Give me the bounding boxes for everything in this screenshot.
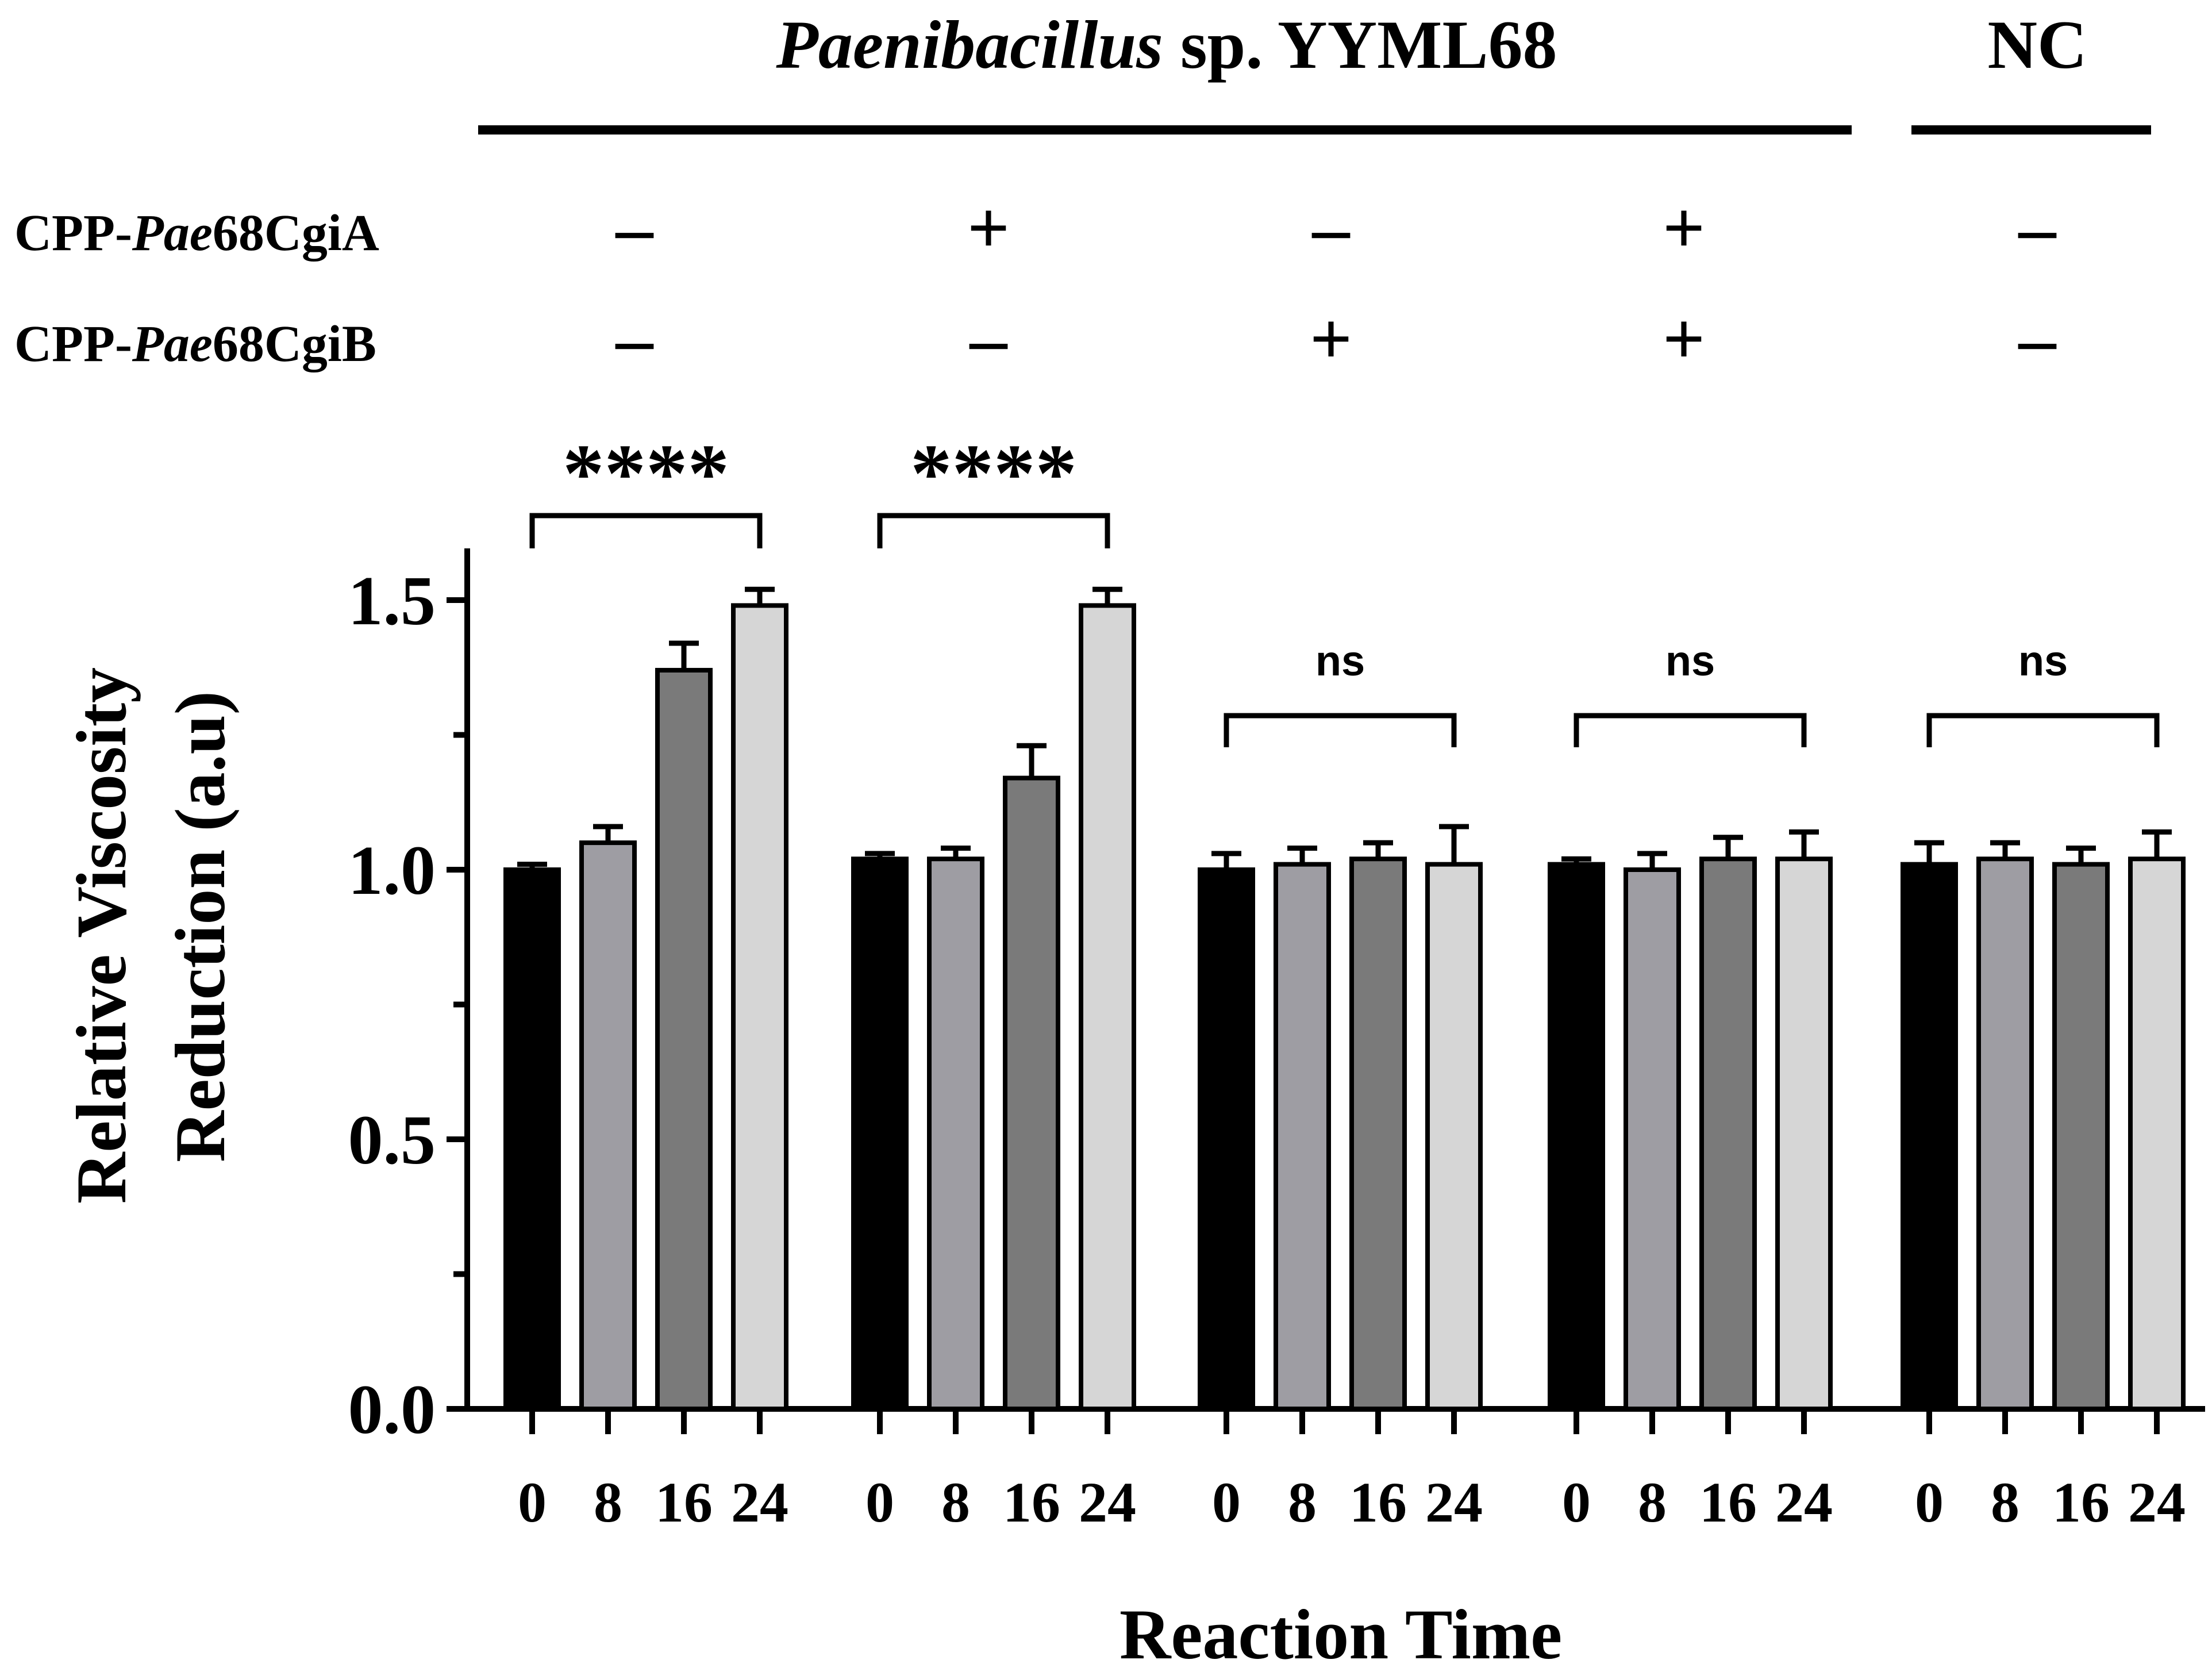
x-axis-ticks: 0 8 16 24 0 8 16 24 0 8 16 24 0 8 16 24 0 8 16 24 [518,1409,2186,1534]
row-signs-cgia: – + – + – [615,187,2057,270]
x-tick-label: 16 [2052,1470,2110,1534]
significance-bracket [529,513,763,548]
x-tick-label: 16 [1003,1470,1060,1534]
bar [1901,862,1958,1411]
sign-cgib-group2: – [970,298,1008,381]
y-axis-title: Relative Viscosity Reduction (a.u) [62,650,240,1204]
x-tick-label: 16 [1349,1470,1407,1534]
x-tick-label: 8 [594,1470,622,1534]
row-signs-cgib: – – + + – [615,298,2057,381]
x-tick-label: 8 [1991,1470,2019,1534]
bar [1976,856,2034,1411]
bar [579,840,637,1411]
bar [1624,867,1681,1411]
x-tick-label: 8 [1638,1470,1667,1534]
x-tick-label: 16 [655,1470,713,1534]
bar [2052,862,2110,1411]
bar [851,856,909,1411]
sign-cgia-group5: – [2018,187,2057,270]
bar [1003,775,1060,1411]
x-tick-label: 0 [1212,1470,1241,1534]
significance-ns: ns [1665,637,1715,685]
x-tick-label: 24 [2128,1470,2186,1534]
organism-label: Paenibacillus sp. YYML68 [776,6,1557,83]
x-tick-label: 0 [518,1470,547,1534]
x-tick-label: 16 [1699,1470,1757,1534]
x-tick-label: 0 [865,1470,894,1534]
y-tick-label: 0.5 [348,1101,436,1179]
x-tick-label: 24 [1775,1470,1833,1534]
bar [1775,856,1833,1411]
y-tick-label: 1.5 [348,562,436,640]
x-tick-label: 24 [1079,1470,1136,1534]
organism-strain: sp. YYML68 [1163,6,1557,83]
x-tick-label: 0 [1562,1470,1591,1534]
cgib-row-label: CPP-Pae68CgiB [14,316,376,372]
sign-cgia-group3: – [1312,187,1351,270]
significance-bracket [1574,713,1807,747]
bars-layer [503,586,2186,1411]
bar [1198,867,1255,1411]
x-tick-label: 24 [731,1470,788,1534]
x-tick-label: 8 [1288,1470,1317,1534]
y-tick-label: 0.0 [348,1371,436,1449]
nc-label: NC [1987,6,2087,83]
bar [655,667,713,1411]
bar [1425,862,1483,1411]
significance-stars: **** [563,428,729,520]
significance-layer: **** **** ns ns ns [529,428,2160,747]
significance-ns: ns [1315,637,1365,685]
x-tick-label: 0 [1915,1470,1944,1534]
sign-cgib-group1: – [615,298,654,381]
sign-cgib-group5: – [2018,298,2057,381]
bar [731,603,788,1411]
y-axis-title-line1: Relative Viscosity [62,667,141,1204]
bar [927,856,984,1411]
significance-bracket [877,513,1110,548]
sign-cgib-group3: + [1310,298,1352,381]
bar [1548,862,1605,1411]
bar [1699,856,1757,1411]
y-axis-ticks: 0.0 0.5 1.0 1.5 [348,562,467,1449]
sign-cgia-group2: + [967,187,1010,270]
significance-bracket [1926,713,2160,747]
organism-genus: Paenibacillus [776,6,1163,83]
bar [1079,603,1136,1411]
y-tick-label: 1.0 [348,832,436,909]
significance-bracket [1224,713,1457,747]
bar [503,867,561,1411]
x-tick-label: 8 [941,1470,970,1534]
bar [2128,856,2186,1411]
sign-cgib-group4: + [1663,298,1705,381]
significance-ns: ns [2018,637,2068,685]
x-tick-label: 24 [1425,1470,1483,1534]
bar [1274,862,1331,1411]
y-axis-title-line2: Reduction (a.u) [161,691,240,1162]
significance-stars: **** [910,428,1077,520]
sign-cgia-group4: + [1663,187,1705,270]
bar [1349,856,1407,1411]
x-axis-title: Reaction Time [1120,1595,1562,1671]
sign-cgia-group1: – [615,187,654,270]
cgia-row-label: CPP-Pae68CgiA [14,205,379,262]
